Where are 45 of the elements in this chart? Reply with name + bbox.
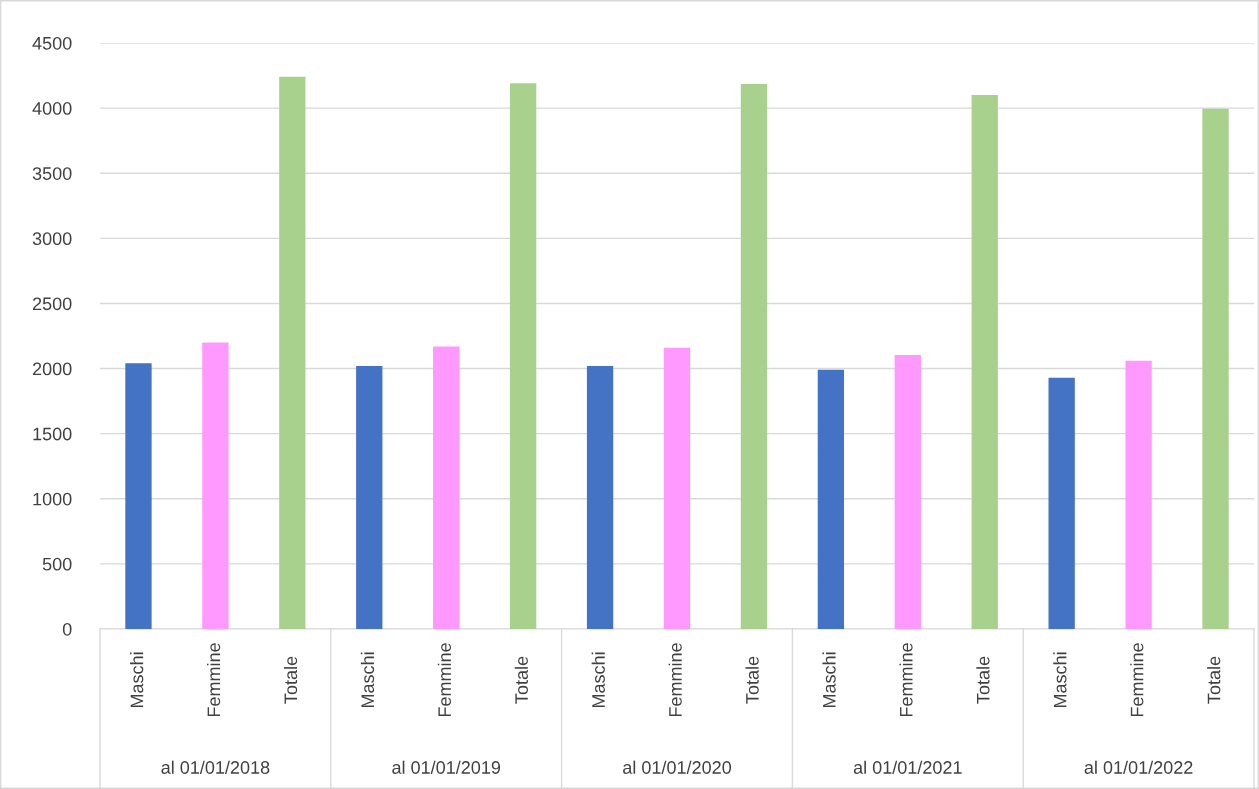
text: Totale [283,656,298,704]
bar [586,365,614,629]
bar [202,342,229,629]
text: Femmine [668,643,682,717]
y-tick-label: 1000 [33,492,72,506]
text: Maschi [130,652,144,708]
y-tick-label: 4500 [32,36,72,50]
y-tick-label: 3500 [32,167,72,180]
y-tick-label: 0 [62,622,72,636]
bar [971,95,998,629]
x-tick-label: al 01/01/2020 [623,760,732,774]
text: Totale [976,656,990,704]
text: Totale [514,656,528,704]
text: Femmine [437,643,452,717]
bar [1125,360,1152,629]
bar [1048,377,1075,629]
y-tick-label: 500 [42,557,72,571]
y-tick-label: 4000 [32,102,72,115]
x-tick-label: al 01/01/2018 [161,760,270,774]
y-tick-label: 2000 [32,362,72,376]
x-tick-label: al 01/01/2019 [392,760,501,774]
bar [740,84,768,629]
x-tick-label: al 01/01/2022 [1084,760,1193,774]
text: Femmine [1130,643,1144,717]
bar [356,365,383,629]
y-tick-label: 3000 [32,232,72,246]
x-tick-label: al 01/01/2021 [853,760,962,774]
text: Maschi [591,652,605,708]
text: Totale [745,656,759,704]
text: Totale [1207,656,1221,704]
text: Femmine [206,643,221,717]
text: Femmine [899,643,913,717]
text: Maschi [822,652,836,708]
text: Maschi [360,652,375,708]
bar [1202,108,1229,629]
text: Maschi [1053,652,1067,708]
bar [894,354,921,629]
bar [817,369,845,629]
bar [125,363,152,629]
bar [433,346,460,629]
bar [663,347,691,629]
bar [509,83,537,629]
y-tick-label: 1500 [33,427,72,441]
bar [279,76,306,629]
y-tick-label: 2500 [32,297,72,311]
